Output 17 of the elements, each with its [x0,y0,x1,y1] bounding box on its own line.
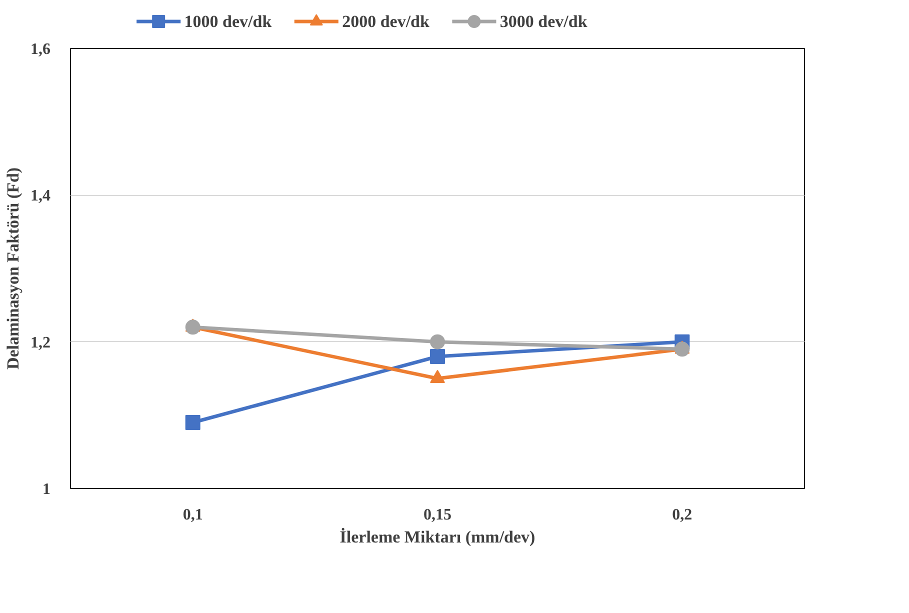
x-tick-label: 0,1 [182,506,203,524]
point [185,415,200,430]
y-tick-label: 1,6 [30,41,50,58]
point [185,320,200,335]
y-tick-label: 1,2 [30,334,50,352]
x-tick-label: 0,15 [424,506,452,524]
point [430,334,445,350]
point [430,349,445,364]
legend-label: 2000 dev/dk [342,12,430,31]
y-tick-label: 1 [42,481,50,498]
legend-label: 3000 dev/dk [500,12,588,31]
y-axis-title: Delaminasyon Faktörü (Fd) [4,167,22,370]
x-axis-title: İlerleme Miktarı (mm/dev) [340,528,536,546]
legend-label: 1000 dev/dk [184,12,272,31]
x-tick-label: 0,2 [672,506,692,524]
y-tick-label: 1,4 [30,188,50,205]
point [674,342,690,357]
